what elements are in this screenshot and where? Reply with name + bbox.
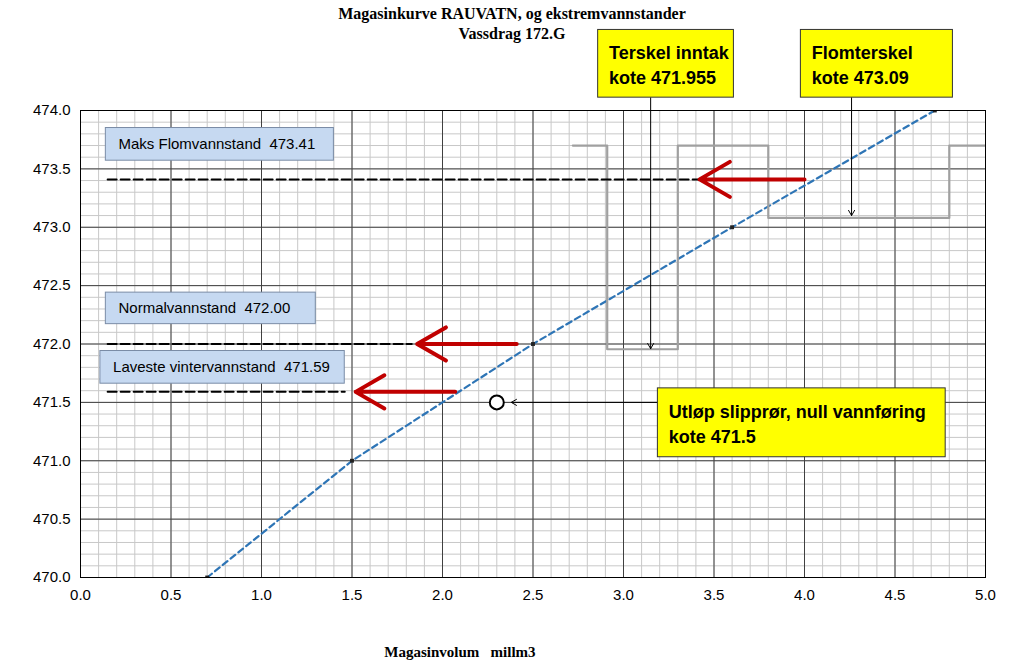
svg-text:1.0: 1.0 xyxy=(251,586,272,603)
svg-text:473.5: 473.5 xyxy=(33,160,71,177)
svg-text:Normalvannstand 472.00: Normalvannstand 472.00 xyxy=(119,299,291,316)
html-text:Magasinkurve RAUVATN, og ekstr: Magasinkurve RAUVATN, og ekstremvannstan… xyxy=(338,5,686,22)
svg-text:472.5: 472.5 xyxy=(33,276,71,293)
svg-text:0.5: 0.5 xyxy=(161,586,182,603)
svg-text:3.5: 3.5 xyxy=(704,586,725,603)
svg-text:2.5: 2.5 xyxy=(523,586,544,603)
svg-text:Laveste vintervannstand 471.5: Laveste vintervannstand 471.59 xyxy=(113,358,330,375)
html-text:Vassdrag 172.G: Vassdrag 172.G xyxy=(458,25,566,42)
svg-text:471.0: 471.0 xyxy=(33,452,71,469)
svg-text:5.0: 5.0 xyxy=(975,586,996,603)
svg-text:Terskel inntakkote 471.955: Terskel inntakkote 471.955 xyxy=(609,43,730,87)
svg-text:1.5: 1.5 xyxy=(342,586,363,603)
svg-text:3.0: 3.0 xyxy=(613,586,634,603)
svg-text:Maks Flomvannstand 473.41: Maks Flomvannstand 473.41 xyxy=(119,135,316,152)
svg-text:0.0: 0.0 xyxy=(70,586,91,603)
svg-text:473.0: 473.0 xyxy=(33,218,71,235)
svg-text:470.5: 470.5 xyxy=(33,510,71,527)
svg-text:470.0: 470.0 xyxy=(33,568,71,585)
svg-text:474.0: 474.0 xyxy=(33,101,71,118)
html-text:Magasinvolum millm3: Magasinvolum millm3 xyxy=(384,644,536,660)
svg-text:2.0: 2.0 xyxy=(432,586,453,603)
svg-text:4.0: 4.0 xyxy=(794,586,815,603)
svg-text:Flomterskelkote 473.09: Flomterskelkote 473.09 xyxy=(812,43,913,87)
svg-text:471.5: 471.5 xyxy=(33,393,71,410)
svg-text:Utløp slipprør, null vannførin: Utløp slipprør, null vannføringkote 471.… xyxy=(669,402,926,446)
svg-text:4.5: 4.5 xyxy=(885,586,906,603)
svg-text:472.0: 472.0 xyxy=(33,335,71,352)
